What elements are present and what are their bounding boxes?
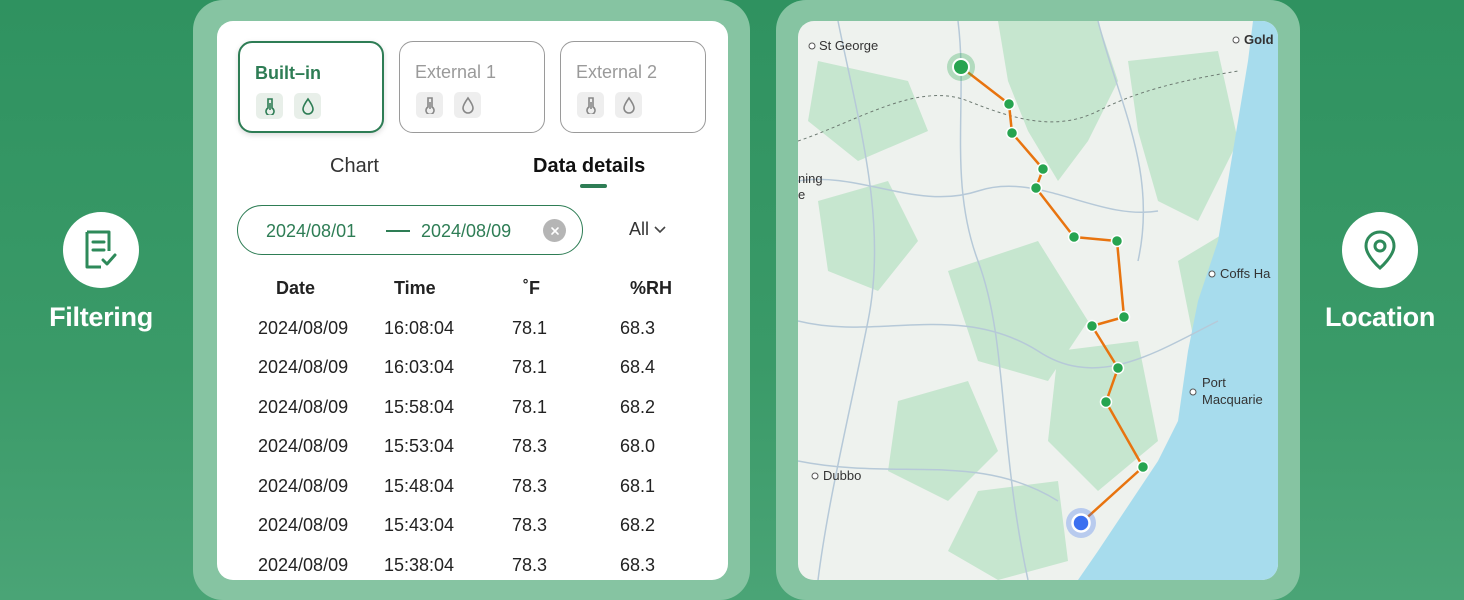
place-label: e bbox=[798, 187, 805, 202]
thermometer-icon bbox=[577, 92, 604, 118]
state-border bbox=[798, 70, 1239, 142]
chevron-down-icon bbox=[654, 225, 666, 233]
route-map[interactable]: St George Gold ning e Coffs Ha Port Macq… bbox=[798, 21, 1278, 580]
sensor-builtin-card[interactable]: Built–in bbox=[238, 41, 384, 133]
place-label: St George bbox=[819, 38, 878, 53]
column-header-humidity: %RH bbox=[630, 278, 673, 298]
clear-icon[interactable] bbox=[543, 219, 566, 242]
table-row: 2024/08/09 16:03:04 78.1 68.4 bbox=[217, 357, 728, 381]
table-row: 2024/08/09 15:53:04 78.3 68.0 bbox=[217, 436, 728, 460]
table-row: 2024/08/09 15:43:04 78.3 68.2 bbox=[217, 515, 728, 539]
cell-temperature: 78.1 bbox=[512, 318, 548, 338]
tab-data-details[interactable]: Data details bbox=[533, 155, 646, 177]
cell-humidity: 68.4 bbox=[620, 357, 656, 377]
cell-time: 16:03:04 bbox=[384, 357, 455, 377]
sensor-name: Built–in bbox=[255, 63, 321, 83]
cell-humidity: 68.2 bbox=[620, 515, 656, 535]
cell-temperature: 78.1 bbox=[512, 397, 548, 417]
table-row: 2024/08/09 15:38:04 78.3 68.3 bbox=[217, 555, 728, 579]
place-label: Coffs Ha bbox=[1220, 266, 1271, 281]
route-waypoints bbox=[1002, 97, 1150, 474]
thermometer-icon bbox=[256, 93, 283, 119]
filter-dropdown[interactable]: All bbox=[629, 219, 667, 240]
location-pin-icon bbox=[1342, 212, 1418, 288]
date-range-picker[interactable]: 2024/08/01 2024/08/09 bbox=[237, 205, 583, 255]
cell-temperature: 78.3 bbox=[512, 476, 548, 496]
table-row: 2024/08/09 15:58:04 78.1 68.2 bbox=[217, 397, 728, 421]
thermometer-icon bbox=[416, 92, 443, 118]
tab-chart[interactable]: Chart bbox=[330, 155, 379, 177]
data-details-screen: Built–in External 1 External 2 Chart Dat… bbox=[217, 21, 728, 580]
cell-temperature: 78.3 bbox=[512, 555, 548, 575]
column-header-date: Date bbox=[276, 278, 316, 298]
filter-value: All bbox=[629, 219, 650, 239]
place-label: Gold bbox=[1244, 32, 1274, 47]
tab-active-indicator bbox=[580, 184, 607, 188]
document-check-icon bbox=[63, 212, 139, 288]
place-label: Dubbo bbox=[823, 468, 861, 483]
cell-time: 15:48:04 bbox=[384, 476, 455, 496]
map-roads bbox=[798, 21, 1219, 580]
start-marker[interactable] bbox=[952, 58, 970, 76]
cell-humidity: 68.0 bbox=[620, 436, 656, 456]
cell-date: 2024/08/09 bbox=[258, 436, 349, 456]
cell-time: 15:53:04 bbox=[384, 436, 455, 456]
map-ocean bbox=[1078, 21, 1278, 580]
cell-time: 16:08:04 bbox=[384, 318, 455, 338]
cell-temperature: 78.3 bbox=[512, 515, 548, 535]
table-row: 2024/08/09 15:48:04 78.3 68.1 bbox=[217, 476, 728, 500]
sensor-name: External 1 bbox=[415, 62, 497, 82]
filtering-feature: Filtering bbox=[21, 212, 181, 333]
cell-humidity: 68.2 bbox=[620, 397, 656, 417]
sensor-name: External 2 bbox=[576, 62, 658, 82]
place-label: Port bbox=[1202, 375, 1226, 390]
column-header-temperature: ˚F bbox=[523, 278, 540, 298]
place-label: ning bbox=[798, 171, 823, 186]
table-row: 2024/08/09 16:08:04 78.1 68.3 bbox=[217, 318, 728, 342]
cell-humidity: 68.3 bbox=[620, 555, 656, 575]
cell-date: 2024/08/09 bbox=[258, 555, 349, 575]
column-header-time: Time bbox=[394, 278, 436, 298]
cell-humidity: 68.1 bbox=[620, 476, 656, 496]
sensor-external2-card[interactable]: External 2 bbox=[560, 41, 706, 133]
cell-date: 2024/08/09 bbox=[258, 476, 349, 496]
location-label: Location bbox=[1324, 302, 1436, 332]
cell-temperature: 78.1 bbox=[512, 357, 548, 377]
humidity-drop-icon bbox=[454, 92, 481, 118]
humidity-drop-icon bbox=[615, 92, 642, 118]
cell-date: 2024/08/09 bbox=[258, 318, 349, 338]
place-label: Macquarie bbox=[1202, 392, 1263, 407]
start-date[interactable]: 2024/08/01 bbox=[266, 221, 357, 241]
sensor-external1-card[interactable]: External 1 bbox=[399, 41, 545, 133]
cell-temperature: 78.3 bbox=[512, 436, 548, 456]
cell-date: 2024/08/09 bbox=[258, 357, 349, 377]
cell-time: 15:43:04 bbox=[384, 515, 455, 535]
cell-date: 2024/08/09 bbox=[258, 515, 349, 535]
location-feature: Location bbox=[1300, 212, 1460, 333]
end-date[interactable]: 2024/08/09 bbox=[421, 221, 512, 241]
humidity-drop-icon bbox=[294, 93, 321, 119]
cell-date: 2024/08/09 bbox=[258, 397, 349, 417]
current-location-marker[interactable] bbox=[1071, 513, 1091, 533]
cell-time: 15:58:04 bbox=[384, 397, 455, 417]
cell-time: 15:38:04 bbox=[384, 555, 455, 575]
filtering-label: Filtering bbox=[49, 302, 153, 332]
cell-humidity: 68.3 bbox=[620, 318, 656, 338]
date-range-separator bbox=[386, 230, 410, 232]
